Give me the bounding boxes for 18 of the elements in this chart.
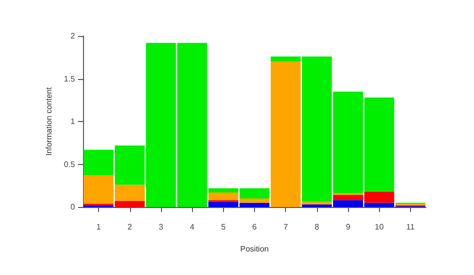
x-tick-label: 9 <box>346 222 351 232</box>
x-tick-label: 8 <box>314 222 320 232</box>
y-tick-label: 1 <box>70 117 76 126</box>
x-tick-label: 2 <box>128 222 133 232</box>
x-tick-label: 6 <box>252 222 258 232</box>
x-axis-title: Position <box>240 244 269 254</box>
y-tick-label: 2 <box>70 32 76 40</box>
y-tick-label: 0 <box>70 202 76 212</box>
x-tick-label: 3 <box>158 222 164 232</box>
y-tick-label: 0.5 <box>64 160 76 169</box>
x-tick-label: 5 <box>221 222 226 232</box>
x-tick-label: 10 <box>374 222 384 232</box>
x-tick-label: 11 <box>406 222 416 232</box>
x-tick-label: 1 <box>96 222 102 232</box>
y-axis-title: Information content <box>44 86 54 156</box>
y-tick-label: 1.5 <box>64 74 76 84</box>
x-tick-label: 7 <box>283 222 288 232</box>
x-tick-label: 4 <box>190 222 195 232</box>
